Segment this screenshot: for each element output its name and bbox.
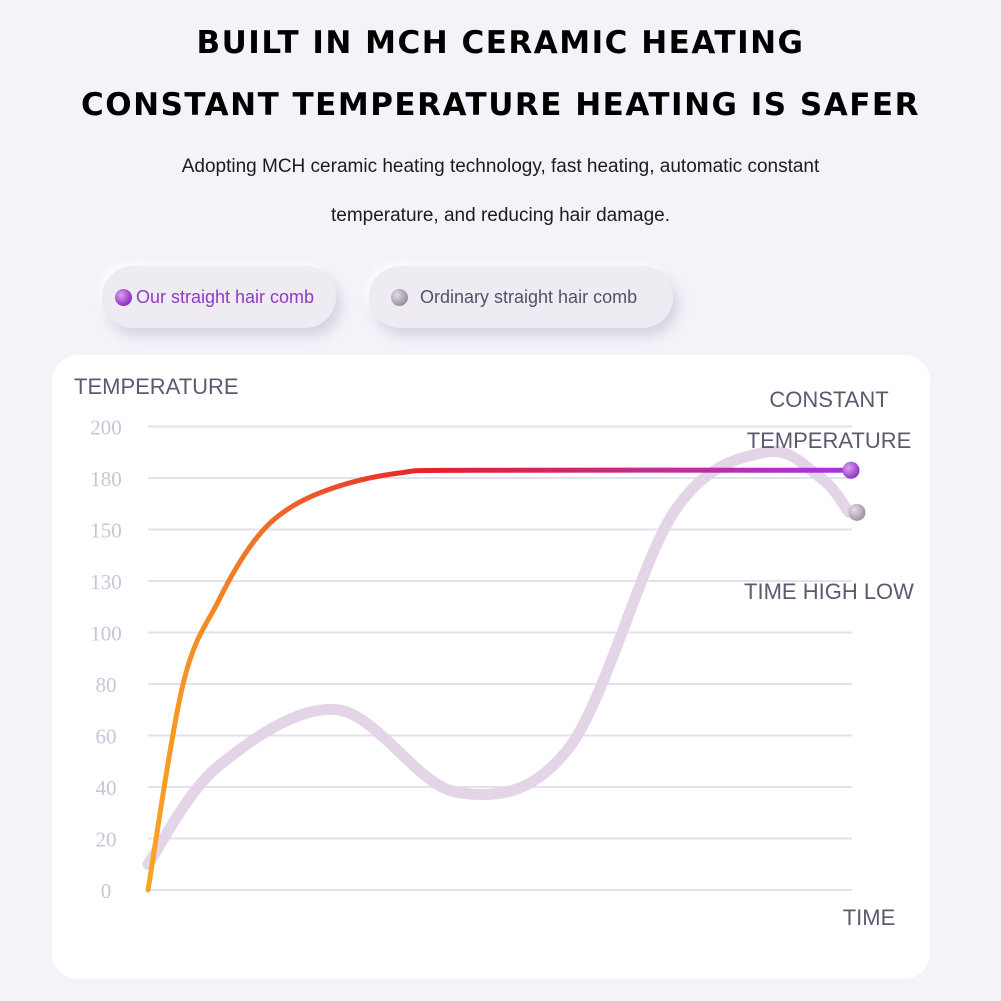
- legend-ours-dot-icon: [115, 288, 132, 306]
- x-axis-label: TIME: [843, 905, 896, 930]
- page-title-line2: CONSTANT TEMPERATURE HEATING IS SAFER: [81, 87, 920, 123]
- annotation-constant: CONSTANT: [769, 387, 888, 412]
- y-tick-label: 130: [90, 570, 122, 594]
- temperature-chart: 0 20 40 60 80 100 130 150 180 200 TEMPERATURE TIM…: [74, 374, 914, 930]
- annotation-temperature: TEMPERATURE: [747, 428, 912, 453]
- y-axis-label: TEMPERATURE: [74, 374, 239, 399]
- y-tick-label: 100: [90, 622, 122, 646]
- y-tick-label: 180: [90, 467, 122, 491]
- series-ours-end-point: [842, 461, 860, 479]
- y-tick-label: 80: [96, 673, 117, 697]
- legend-ordinary-label: Ordinary straight hair comb: [420, 286, 638, 307]
- annotation-time-high-low: TIME HIGH LOW: [744, 579, 914, 604]
- chart-card: 0 20 40 60 80 100 130 150 180 200 TEMPERATURE TIM…: [52, 355, 930, 979]
- y-tick-label: 150: [90, 519, 122, 543]
- y-tick-label: 200: [90, 416, 122, 440]
- legend-ours: Our straight hair comb: [102, 266, 336, 328]
- subtitle-line2: temperature, and reducing hair damage.: [330, 205, 671, 226]
- legend-ours-label: Our straight hair comb: [136, 286, 315, 307]
- y-tick-label: 40: [96, 776, 117, 800]
- page-title: BUILT IN MCH CERAMIC HEATING: [196, 25, 805, 61]
- y-tick-label: 20: [96, 828, 117, 852]
- series-ordinary-line: [142, 445, 855, 870]
- y-tick-label: 60: [96, 725, 117, 749]
- y-tick-label: 0: [101, 879, 112, 903]
- subtitle-line1: Adopting MCH ceramic heating technology,…: [181, 156, 820, 177]
- legend-ordinary: Ordinary straight hair comb: [369, 266, 673, 328]
- series-ours-line: [145, 467, 852, 893]
- legend-ordinary-dot-icon: [391, 288, 408, 306]
- series-ordinary-end-point: [848, 503, 866, 521]
